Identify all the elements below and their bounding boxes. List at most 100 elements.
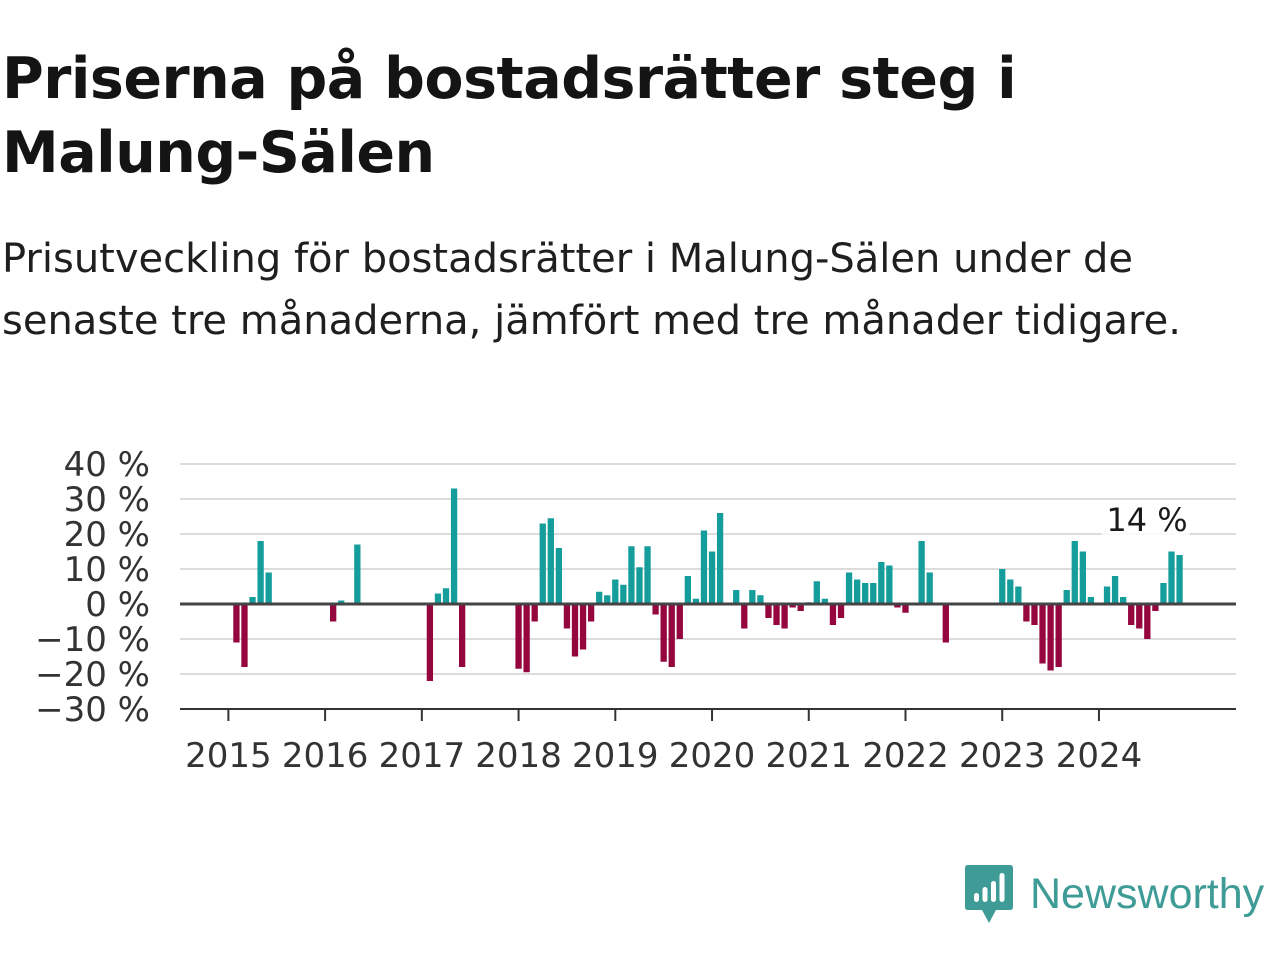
bar-negative xyxy=(789,604,796,608)
bar-positive xyxy=(547,518,554,604)
bar-positive xyxy=(612,579,619,604)
y-tick-label: 20 % xyxy=(64,515,150,555)
annotation-backdrop xyxy=(1101,500,1190,540)
annotation: 14 % xyxy=(1101,500,1190,540)
bar-positive xyxy=(628,546,635,604)
bar-negative xyxy=(426,604,434,681)
x-tick-label: 2016 xyxy=(282,736,369,776)
bar-negative xyxy=(1047,604,1054,671)
bar-positive xyxy=(636,567,643,604)
bar-positive xyxy=(845,572,853,604)
bar-negative xyxy=(458,604,466,667)
bar-positive xyxy=(813,581,820,604)
bar-negative xyxy=(942,604,949,643)
y-tick-label: 40 % xyxy=(64,445,150,485)
bar-negative xyxy=(741,604,748,629)
bars xyxy=(233,488,1183,681)
bar-negative xyxy=(563,604,571,629)
bar-positive xyxy=(1120,597,1127,604)
bar-positive xyxy=(249,597,256,604)
y-tick-label: −20 % xyxy=(35,655,150,695)
bar-negative xyxy=(902,604,909,613)
bar-positive xyxy=(862,583,869,604)
bar-positive xyxy=(596,591,603,604)
y-axis-labels: 40 %30 %20 %10 %0 %−10 %−20 %−30 % xyxy=(35,445,150,730)
bar-negative xyxy=(1128,604,1135,625)
bar-positive xyxy=(870,583,877,604)
bar-negative xyxy=(1152,604,1159,611)
bar-negative xyxy=(676,604,683,639)
bar-negative xyxy=(571,604,579,657)
bar-positive xyxy=(1015,586,1022,604)
axes xyxy=(180,602,1236,710)
y-tick-label: 10 % xyxy=(64,550,150,590)
bar-negative xyxy=(233,604,240,643)
bar-positive xyxy=(1087,597,1095,604)
y-tick-label: −10 % xyxy=(35,620,150,660)
bar-negative xyxy=(765,604,772,618)
y-tick-label: 0 % xyxy=(85,585,150,625)
bar-positive xyxy=(555,548,563,604)
x-tick-label: 2021 xyxy=(765,736,852,776)
y-tick-label: −30 % xyxy=(35,690,150,730)
bar-negative xyxy=(1144,604,1151,639)
chart-subtitle: Prisutveckling för bostadsrätter i Malun… xyxy=(2,236,1181,344)
bar-positive xyxy=(700,530,708,604)
bar-negative xyxy=(241,604,248,667)
bar-positive xyxy=(539,523,546,604)
bar-positive xyxy=(434,593,442,604)
bar-positive xyxy=(692,598,700,604)
bar-negative xyxy=(579,604,587,650)
last-value-label: 14 % xyxy=(1106,501,1187,539)
bar-negative xyxy=(773,604,780,625)
bar-positive xyxy=(1176,555,1183,604)
bar-positive xyxy=(354,544,361,604)
bar-positive xyxy=(821,598,829,604)
chart-title: Priserna på bostadsrätter steg i Malung-… xyxy=(2,46,1017,186)
bar-negative xyxy=(1023,604,1030,622)
x-tick-label: 2017 xyxy=(379,736,466,776)
newsworthy-logo: Newsworthy xyxy=(964,862,1264,926)
x-tick-label: 2024 xyxy=(1056,736,1143,776)
bar-positive xyxy=(926,572,933,604)
bar-negative xyxy=(1039,604,1046,664)
bar-negative xyxy=(797,604,804,611)
newsworthy-logo-text: Newsworthy xyxy=(1030,869,1265,918)
bar-positive xyxy=(265,572,272,604)
bar-negative xyxy=(652,604,659,615)
bar-positive xyxy=(338,600,345,604)
bar-positive xyxy=(1111,576,1119,604)
bar-positive xyxy=(853,579,861,604)
bar-positive xyxy=(1160,583,1167,604)
bar-positive xyxy=(684,576,691,604)
bar-negative xyxy=(1136,604,1143,629)
x-tick-label: 2015 xyxy=(185,736,272,776)
bar-negative xyxy=(1055,604,1062,667)
bar-positive xyxy=(1103,586,1111,604)
bar-positive xyxy=(999,569,1006,604)
bar-positive xyxy=(757,595,764,604)
bar-positive xyxy=(918,541,925,604)
bar-positive xyxy=(1007,579,1014,604)
bar-negative xyxy=(894,604,901,608)
x-tick-label: 2022 xyxy=(862,736,949,776)
bar-positive xyxy=(886,565,893,604)
bar-negative xyxy=(668,604,675,667)
bar-negative xyxy=(531,604,538,622)
bar-negative xyxy=(829,604,837,625)
bar-positive xyxy=(1079,551,1086,604)
y-tick-label: 30 % xyxy=(64,480,150,520)
bar-positive xyxy=(1063,590,1070,604)
bar-negative xyxy=(330,604,337,622)
bar-positive xyxy=(716,513,724,604)
bar-positive xyxy=(749,590,756,604)
bar-positive xyxy=(620,584,627,604)
newsworthy-logo-icon xyxy=(965,865,1013,923)
bar-negative xyxy=(660,604,667,662)
bar-positive xyxy=(1071,541,1078,604)
bar-negative xyxy=(781,604,788,629)
bar-negative xyxy=(515,604,522,669)
x-tick-label: 2019 xyxy=(572,736,659,776)
bar-positive xyxy=(733,590,740,604)
bar-positive xyxy=(644,546,651,604)
